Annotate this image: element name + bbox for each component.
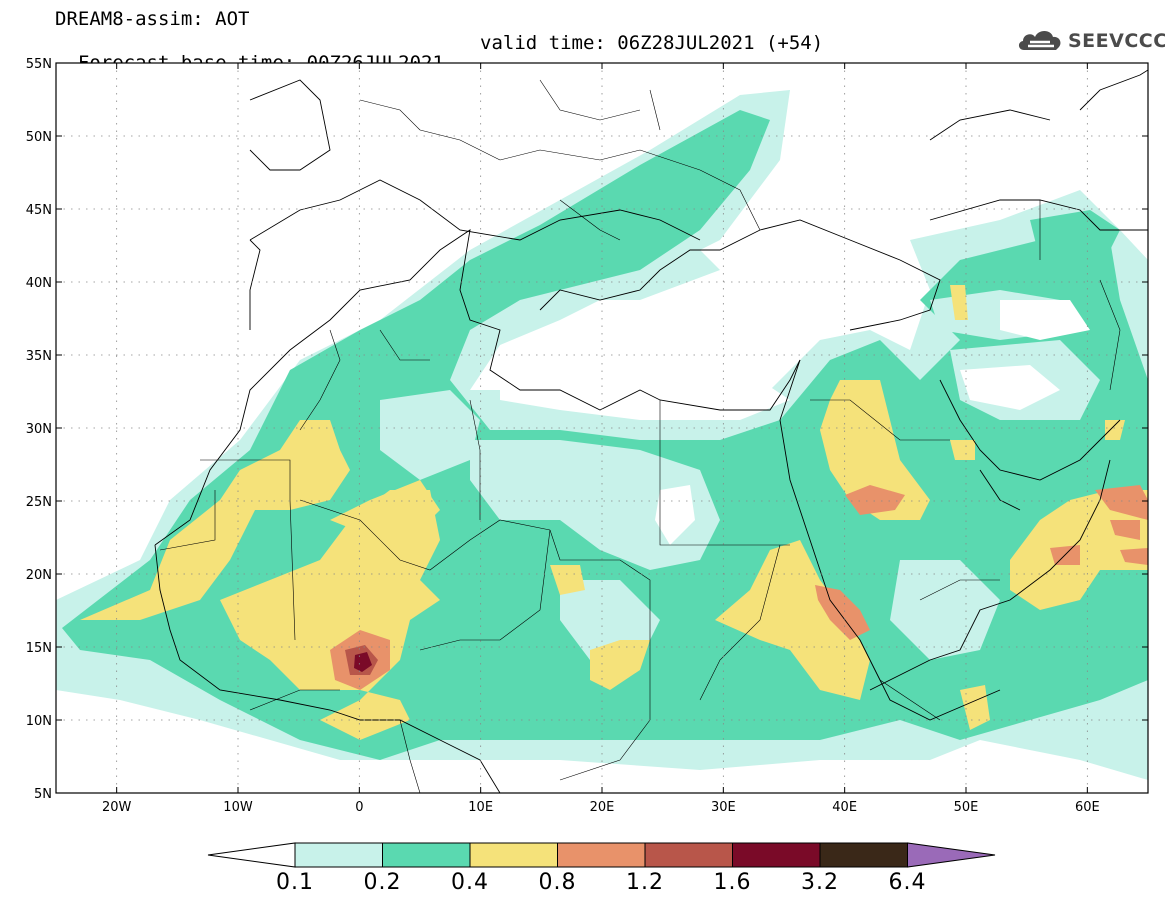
lon-tick-label: 0 <box>355 800 363 815</box>
colorbar-level-label: 1.6 <box>713 870 752 895</box>
colorbar-level-label: 0.8 <box>538 870 577 895</box>
colorbar-segment <box>819 842 908 868</box>
lat-tick-label: 35N <box>26 349 52 364</box>
lon-tick-label: 20W <box>102 800 132 815</box>
aot-level-1.6 <box>354 652 372 672</box>
colorbar-over-triangle <box>907 842 996 868</box>
colorbar-level-label: 1.2 <box>626 870 664 895</box>
colorbar-level-label: 0.2 <box>363 870 402 895</box>
lat-tick-label: 25N <box>26 495 52 510</box>
coastlines <box>154 69 1148 793</box>
aot-field <box>56 63 1148 793</box>
colorbar-level-label: 0.4 <box>451 870 489 895</box>
graticule <box>56 63 1148 793</box>
lon-tick-label: 30E <box>711 800 736 815</box>
lon-tick-label: 50E <box>954 800 979 815</box>
lat-tick-label: 40N <box>26 276 52 291</box>
colorbar-level-label: 6.4 <box>888 870 927 895</box>
colorbar-under-triangle <box>207 842 296 868</box>
lon-tick-label: 10E <box>468 800 493 815</box>
colorbar-segment <box>732 842 821 868</box>
lat-tick-label: 50N <box>26 130 52 145</box>
colorbar <box>207 842 996 868</box>
cloud-icon <box>1018 31 1061 50</box>
latitude-axis: 55N 50N 45N 40N 35N 30N 25N 20N 15N 10N 5N <box>26 57 1148 802</box>
colorbar-segment <box>469 842 558 868</box>
country-borders <box>159 79 1121 793</box>
lat-tick-label: 20N <box>26 568 52 583</box>
colorbar-segment <box>557 842 646 868</box>
aot-level-0.8 <box>330 485 1148 690</box>
seevccc-logo: SEEVCCC <box>1016 24 1165 56</box>
colorbar-segment <box>382 842 471 868</box>
lat-tick-label: 5N <box>34 787 52 802</box>
lat-tick-label: 45N <box>26 203 52 218</box>
lon-tick-label: 20E <box>590 800 615 815</box>
lon-tick-label: 10W <box>223 800 253 815</box>
valid-time: valid time: 06Z28JUL2021 (+54) <box>480 32 824 54</box>
lon-tick-label: 60E <box>1075 800 1100 815</box>
longitude-axis: 20W 10W 0 10E 20E 30E 40E 50E 60E <box>102 63 1100 815</box>
colorbar-segment <box>644 842 733 868</box>
lat-tick-label: 55N <box>26 57 52 72</box>
lon-tick-label: 40E <box>832 800 857 815</box>
lat-tick-label: 15N <box>26 641 52 656</box>
colorbar-segment <box>294 842 383 868</box>
logo-text: SEEVCCC <box>1068 30 1165 52</box>
lat-tick-label: 30N <box>26 422 52 437</box>
colorbar-level-label: 0.1 <box>276 870 314 895</box>
lat-tick-label: 10N <box>26 714 52 729</box>
map-title: DREAM8-assim: AOT <box>55 8 250 30</box>
colorbar-level-label: 3.2 <box>801 870 839 895</box>
